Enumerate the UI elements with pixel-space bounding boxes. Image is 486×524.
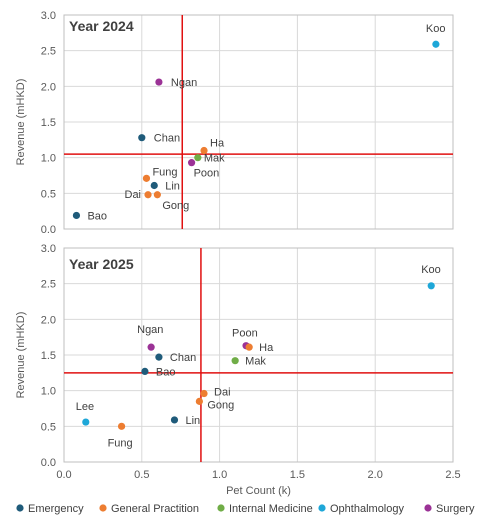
- point-label-bao: Bao: [156, 366, 176, 378]
- point-fung: [117, 422, 126, 430]
- y-tick-label: 3.0: [41, 10, 56, 22]
- legend-marker-ophthalmology: [318, 504, 326, 512]
- x-tick-label: 1.0: [212, 469, 227, 481]
- point-poon: [187, 159, 196, 167]
- point-mak: [231, 357, 239, 365]
- point-label-fung: Fung: [108, 437, 133, 449]
- legend: Emergency General Practition Internal Medi…: [16, 503, 475, 515]
- legend-marker-internal-medicine: [217, 504, 225, 512]
- point-label-chan: Chan: [154, 133, 180, 145]
- y-axis-label: Revenue (mHKD): [15, 79, 27, 166]
- plot-area-border: [63, 247, 454, 463]
- point-mak: [194, 154, 202, 162]
- point-label-ha: Ha: [259, 342, 274, 354]
- point-koo: [432, 40, 440, 48]
- legend-marker-emergency: [16, 504, 24, 512]
- legend-marker-surgery: [424, 504, 432, 512]
- point-label-ngan: Ngan: [171, 77, 197, 89]
- y-tick-label: 0.0: [41, 457, 56, 469]
- point-ngan: [155, 78, 163, 86]
- point-label-ha: Ha: [210, 138, 225, 150]
- point-label-mak: Mak: [204, 153, 225, 165]
- point-label-poon: Poon: [194, 168, 220, 180]
- legend-entry-internal-medicine: Internal Medicine: [229, 503, 313, 515]
- point-lin: [150, 181, 158, 190]
- x-tick-label: 0.5: [134, 469, 149, 481]
- point-gong: [195, 397, 203, 405]
- x-axis-label: Pet Count (k): [226, 485, 291, 497]
- point-bao: [141, 367, 149, 376]
- x-tick-label: 2.0: [368, 469, 383, 481]
- point-label-dai: Dai: [214, 387, 231, 399]
- point-label-gong: Gong: [207, 399, 234, 411]
- x-tick-label: 0.0: [56, 469, 71, 481]
- point-label-bao: Bao: [87, 210, 107, 222]
- point-gong: [153, 191, 161, 199]
- panel-title: Year 2025: [69, 256, 134, 272]
- point-ha: [200, 146, 208, 155]
- point-label-chan: Chan: [170, 352, 196, 364]
- point-ngan: [147, 343, 155, 351]
- panel-title: Year 2024: [69, 18, 134, 34]
- point-ha: [245, 343, 253, 351]
- point-bao: [72, 211, 81, 220]
- legend-entry-ophthalmology: Ophthalmology: [330, 503, 404, 515]
- point-dai: [200, 389, 208, 398]
- y-tick-label: 2.0: [41, 81, 56, 93]
- point-label-lin: Lin: [185, 415, 200, 427]
- point-label-lee: Lee: [76, 401, 94, 413]
- x-tick-label: 2.5: [445, 469, 460, 481]
- point-label-gong: Gong: [162, 200, 189, 212]
- legend-marker-general-practition: [99, 504, 107, 512]
- y-tick-label: 1.5: [41, 117, 56, 129]
- legend-entry-surgery: Surgery: [436, 503, 475, 515]
- point-fung: [142, 174, 151, 182]
- point-label-lin: Lin: [165, 180, 180, 192]
- point-dai: [144, 191, 152, 199]
- point-label-koo: Koo: [421, 264, 441, 276]
- y-tick-label: 2.5: [41, 279, 56, 291]
- point-koo: [427, 282, 435, 290]
- point-label-dai: Dai: [125, 189, 142, 201]
- point-lee: [82, 418, 90, 426]
- point-label-mak: Mak: [245, 356, 266, 368]
- point-chan: [155, 353, 163, 361]
- point-label-koo: Koo: [426, 23, 446, 35]
- point-chan: [138, 134, 146, 142]
- panel-2024: 0.0 0.5 1.0 1.5 2.0 2.5 3.0 Revenue (mHKD) Year …: [15, 10, 454, 236]
- point-label-poon: Poon: [232, 328, 258, 340]
- x-tick-label: 1.5: [290, 469, 305, 481]
- y-tick-label: 2.0: [41, 314, 56, 326]
- y-tick-label: 2.5: [41, 46, 56, 58]
- y-tick-label: 1.0: [41, 386, 56, 398]
- y-tick-label: 0.5: [41, 421, 56, 433]
- y-tick-label: 1.0: [41, 153, 56, 165]
- point-label-fung: Fung: [152, 166, 177, 178]
- point-label-ngan: Ngan: [137, 324, 163, 336]
- panel-2025: 0.0 0.5 1.0 1.5 2.0 2.5 3.0 0.0 0.5 1.0 1.5 2.0 2.5 R…: [15, 243, 461, 497]
- legend-entry-emergency: Emergency: [28, 503, 84, 515]
- legend-entry-general-practition: General Practition: [111, 503, 199, 515]
- y-tick-label: 0.0: [41, 224, 56, 236]
- y-tick-label: 3.0: [41, 243, 56, 255]
- plot-area-border: [63, 14, 454, 230]
- y-tick-label: 1.5: [41, 350, 56, 362]
- point-lin: [170, 416, 179, 424]
- y-tick-label: 0.5: [41, 188, 56, 200]
- y-axis-label: Revenue (mHKD): [15, 312, 27, 399]
